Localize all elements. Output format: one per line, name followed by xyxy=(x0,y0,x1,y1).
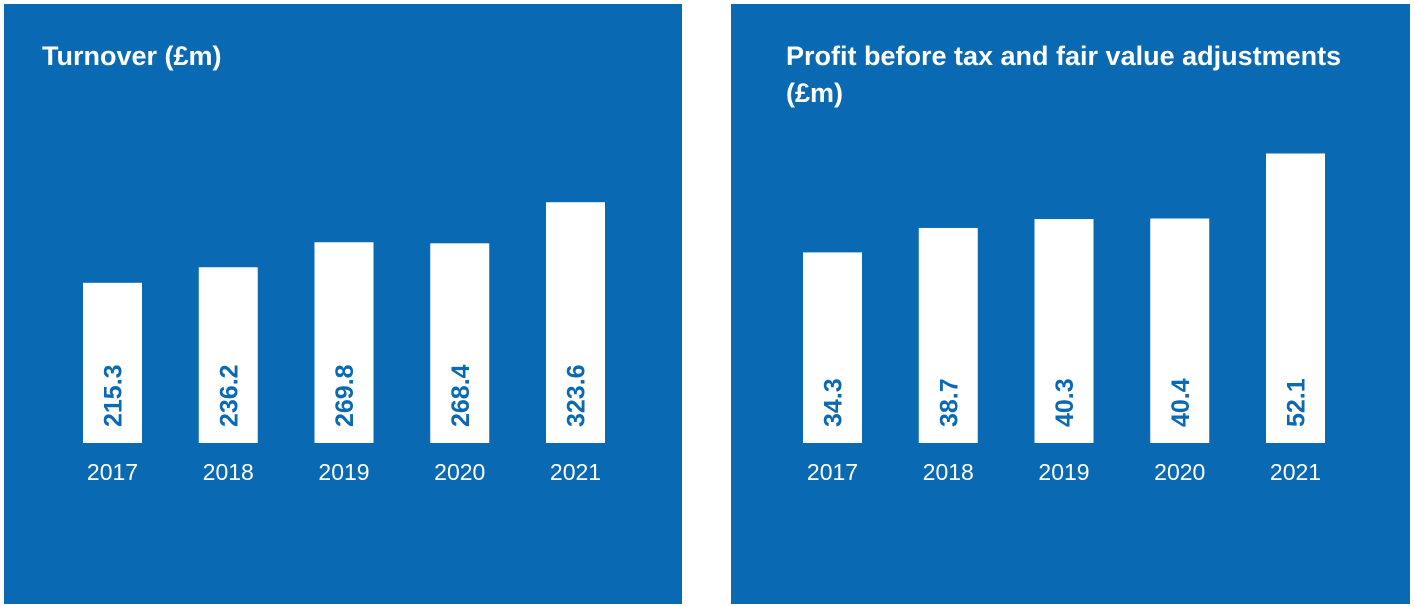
turnover-value-label-2017: 215.3 xyxy=(100,364,128,427)
turnover-bar-2017 xyxy=(83,282,142,443)
turnover-value-label-2020: 268.4 xyxy=(447,364,475,427)
profit-x-tick-2019: 2019 xyxy=(1038,459,1089,485)
turnover-bar-2021 xyxy=(546,202,605,443)
profit-value-label-2019: 40.3 xyxy=(1051,378,1079,427)
profit-bar-2019 xyxy=(1034,219,1094,443)
profit-x-tick-2018: 2018 xyxy=(923,459,974,485)
turnover-chart-title: Turnover (£m) xyxy=(42,41,222,71)
turnover-value-label-2019: 269.8 xyxy=(331,364,359,427)
profit-value-label-2020: 40.4 xyxy=(1167,378,1195,427)
profit-value-label-2017: 34.3 xyxy=(820,378,848,427)
profit-chart-panel: Profit before tax and fair value adjustm… xyxy=(731,4,1410,604)
turnover-x-tick-2020: 2020 xyxy=(434,459,485,485)
turnover-x-tick-2018: 2018 xyxy=(203,459,254,485)
turnover-chart-panel: Turnover (£m) 215.3 2017 236.2 2018 269.8 201… xyxy=(4,4,682,604)
turnover-value-label-2018: 236.2 xyxy=(215,364,243,427)
profit-value-label-2021: 52.1 xyxy=(1283,378,1311,427)
profit-chart-plot: 34.3 2017 38.7 2018 40.3 2019 40.4 2020 52.1 2021 xyxy=(803,153,1325,485)
profit-bar-2020 xyxy=(1150,218,1210,443)
turnover-value-label-2021: 323.6 xyxy=(563,364,591,427)
profit-x-tick-2017: 2017 xyxy=(807,459,858,485)
turnover-x-tick-2017: 2017 xyxy=(87,459,138,485)
profit-bar-2018 xyxy=(918,227,978,443)
turnover-x-tick-2019: 2019 xyxy=(318,459,369,485)
profit-chart-title: Profit before tax and fair value adjustm… xyxy=(786,41,1342,108)
turnover-bar-2020 xyxy=(430,243,490,443)
turnover-bar-2018 xyxy=(198,267,258,443)
profit-x-tick-2020: 2020 xyxy=(1154,459,1205,485)
profit-value-label-2018: 38.7 xyxy=(935,378,963,427)
turnover-bar-2019 xyxy=(314,242,374,443)
profit-bar-2017 xyxy=(803,252,862,443)
turnover-x-tick-2021: 2021 xyxy=(550,459,601,485)
profit-x-tick-2021: 2021 xyxy=(1270,459,1321,485)
profit-bar-2021 xyxy=(1266,153,1325,443)
turnover-chart-plot: 215.3 2017 236.2 2018 269.8 2019 268.4 2020 323.… xyxy=(83,202,605,485)
